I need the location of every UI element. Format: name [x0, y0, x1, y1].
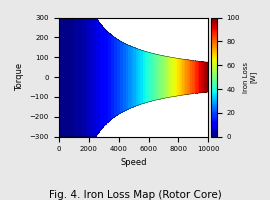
Text: Fig. 4. Iron Loss Map (Rotor Core): Fig. 4. Iron Loss Map (Rotor Core): [49, 190, 221, 200]
Y-axis label: Torque: Torque: [15, 63, 24, 91]
X-axis label: Speed: Speed: [120, 158, 147, 167]
Y-axis label: Iron Loss
[W]: Iron Loss [W]: [243, 62, 256, 93]
